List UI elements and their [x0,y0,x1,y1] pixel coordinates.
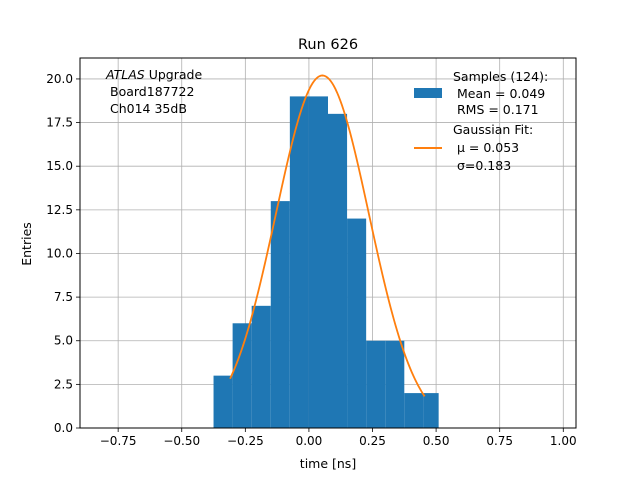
legend-fit-sigma: σ=0.183 [453,158,511,173]
legend-samples-mean: Mean = 0.049 [453,86,545,101]
y-tick-label: 12.5 [46,203,73,217]
x-tick-label: 0.25 [359,434,386,448]
legend-samples-swatch [414,88,442,98]
gaussian-fit-curve [229,74,426,397]
histogram-bar [232,323,252,428]
y-tick-label: 0.0 [54,421,73,435]
histogram-bar [347,218,367,428]
annotation-line-2: Board187722 [110,84,194,99]
histogram-bar [328,113,348,428]
x-tick-label: 1.00 [550,434,577,448]
y-tick-label: 10.0 [46,246,73,260]
annotation-line-1: ATLAS Upgrade [105,67,202,82]
y-tick-label: 5.0 [54,334,73,348]
chart-title: Run 626 [298,37,358,53]
y-tick-label: 7.5 [54,290,73,304]
x-tick-label: 0.50 [423,434,450,448]
histogram-bar [404,393,424,428]
histogram-bar [270,201,290,428]
legend-fit-mu: μ = 0.053 [453,140,519,155]
y-tick-label: 15.0 [46,159,73,173]
x-tick-label: 0.00 [296,434,323,448]
histogram-bar [289,96,309,428]
legend-fit-title: Gaussian Fit: [453,122,533,137]
histogram-bar [423,393,439,428]
histogram-bar [385,340,405,428]
histogram-bars [213,96,439,428]
annotation-atlas: ATLAS [105,67,145,82]
histogram-bar [251,305,271,428]
x-tick-label: −0.25 [227,434,264,448]
histogram-bar [213,375,233,428]
gaussian-fit [229,74,426,397]
legend-samples-title: Samples (124): [453,69,548,84]
legend-samples-rms: RMS = 0.171 [453,102,539,117]
annotation-upgrade: Upgrade [145,67,203,82]
y-tick-label: 17.5 [46,116,73,130]
y-axis-label: Entries [19,222,34,266]
axis-ticks: −0.75 −0.50 −0.25 0.00 0.25 0.50 0.75 1.00 0.0 2.… [46,72,576,448]
x-tick-label: −0.50 [163,434,200,448]
atlas-annotation: ATLAS Upgrade Board187722 Ch014 35dB [105,67,202,116]
histogram-bar [366,340,386,428]
y-tick-label: 20.0 [46,72,73,86]
x-tick-label: 0.75 [486,434,513,448]
x-axis-label: time [ns] [300,456,356,471]
annotation-line-3: Ch014 35dB [110,101,187,116]
histogram-bar [308,96,328,428]
x-tick-label: −0.75 [100,434,137,448]
legend: Samples (124): Mean = 0.049 RMS = 0.171 … [414,69,548,173]
axes-frame [79,57,577,429]
y-tick-label: 2.5 [54,377,73,391]
